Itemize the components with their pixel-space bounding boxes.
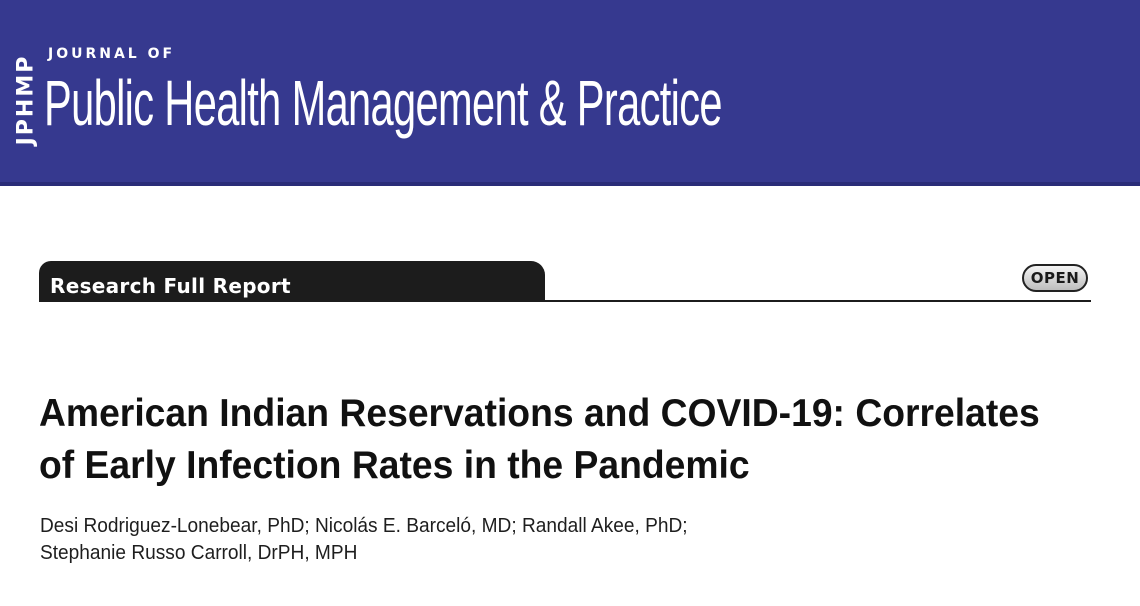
article-title: American Indian Reservations and COVID-1… — [39, 388, 1139, 492]
open-badge-label: OPEN — [1030, 269, 1080, 287]
journal-title: Public Health Management & Practice — [44, 67, 723, 139]
journal-of-label: JOURNAL OF — [48, 46, 176, 62]
section-tab: Research Full Report — [39, 261, 545, 301]
author-list: Desi Rodriguez-Lonebear, PhD; Nicolás E.… — [40, 513, 718, 567]
section-divider — [39, 300, 1091, 302]
open-access-badge: OPEN — [1022, 264, 1088, 292]
article-title-line: of Early Infection Rates in the Pandemic — [39, 444, 750, 487]
author-line: Stephanie Russo Carroll, DrPH, MPH — [40, 542, 358, 564]
journal-abbrev: JPHMP — [13, 54, 39, 146]
article-title-line: American Indian Reservations and COVID-1… — [39, 392, 1040, 435]
journal-banner: JPHMP JOURNAL OF Public Health Managemen… — [0, 0, 1140, 184]
journal-logo: JPHMP — [9, 42, 43, 158]
author-line: Desi Rodriguez-Lonebear, PhD; Nicolás E.… — [40, 515, 688, 537]
section-label: Research Full Report — [50, 274, 291, 298]
banner-divider — [0, 182, 1140, 186]
